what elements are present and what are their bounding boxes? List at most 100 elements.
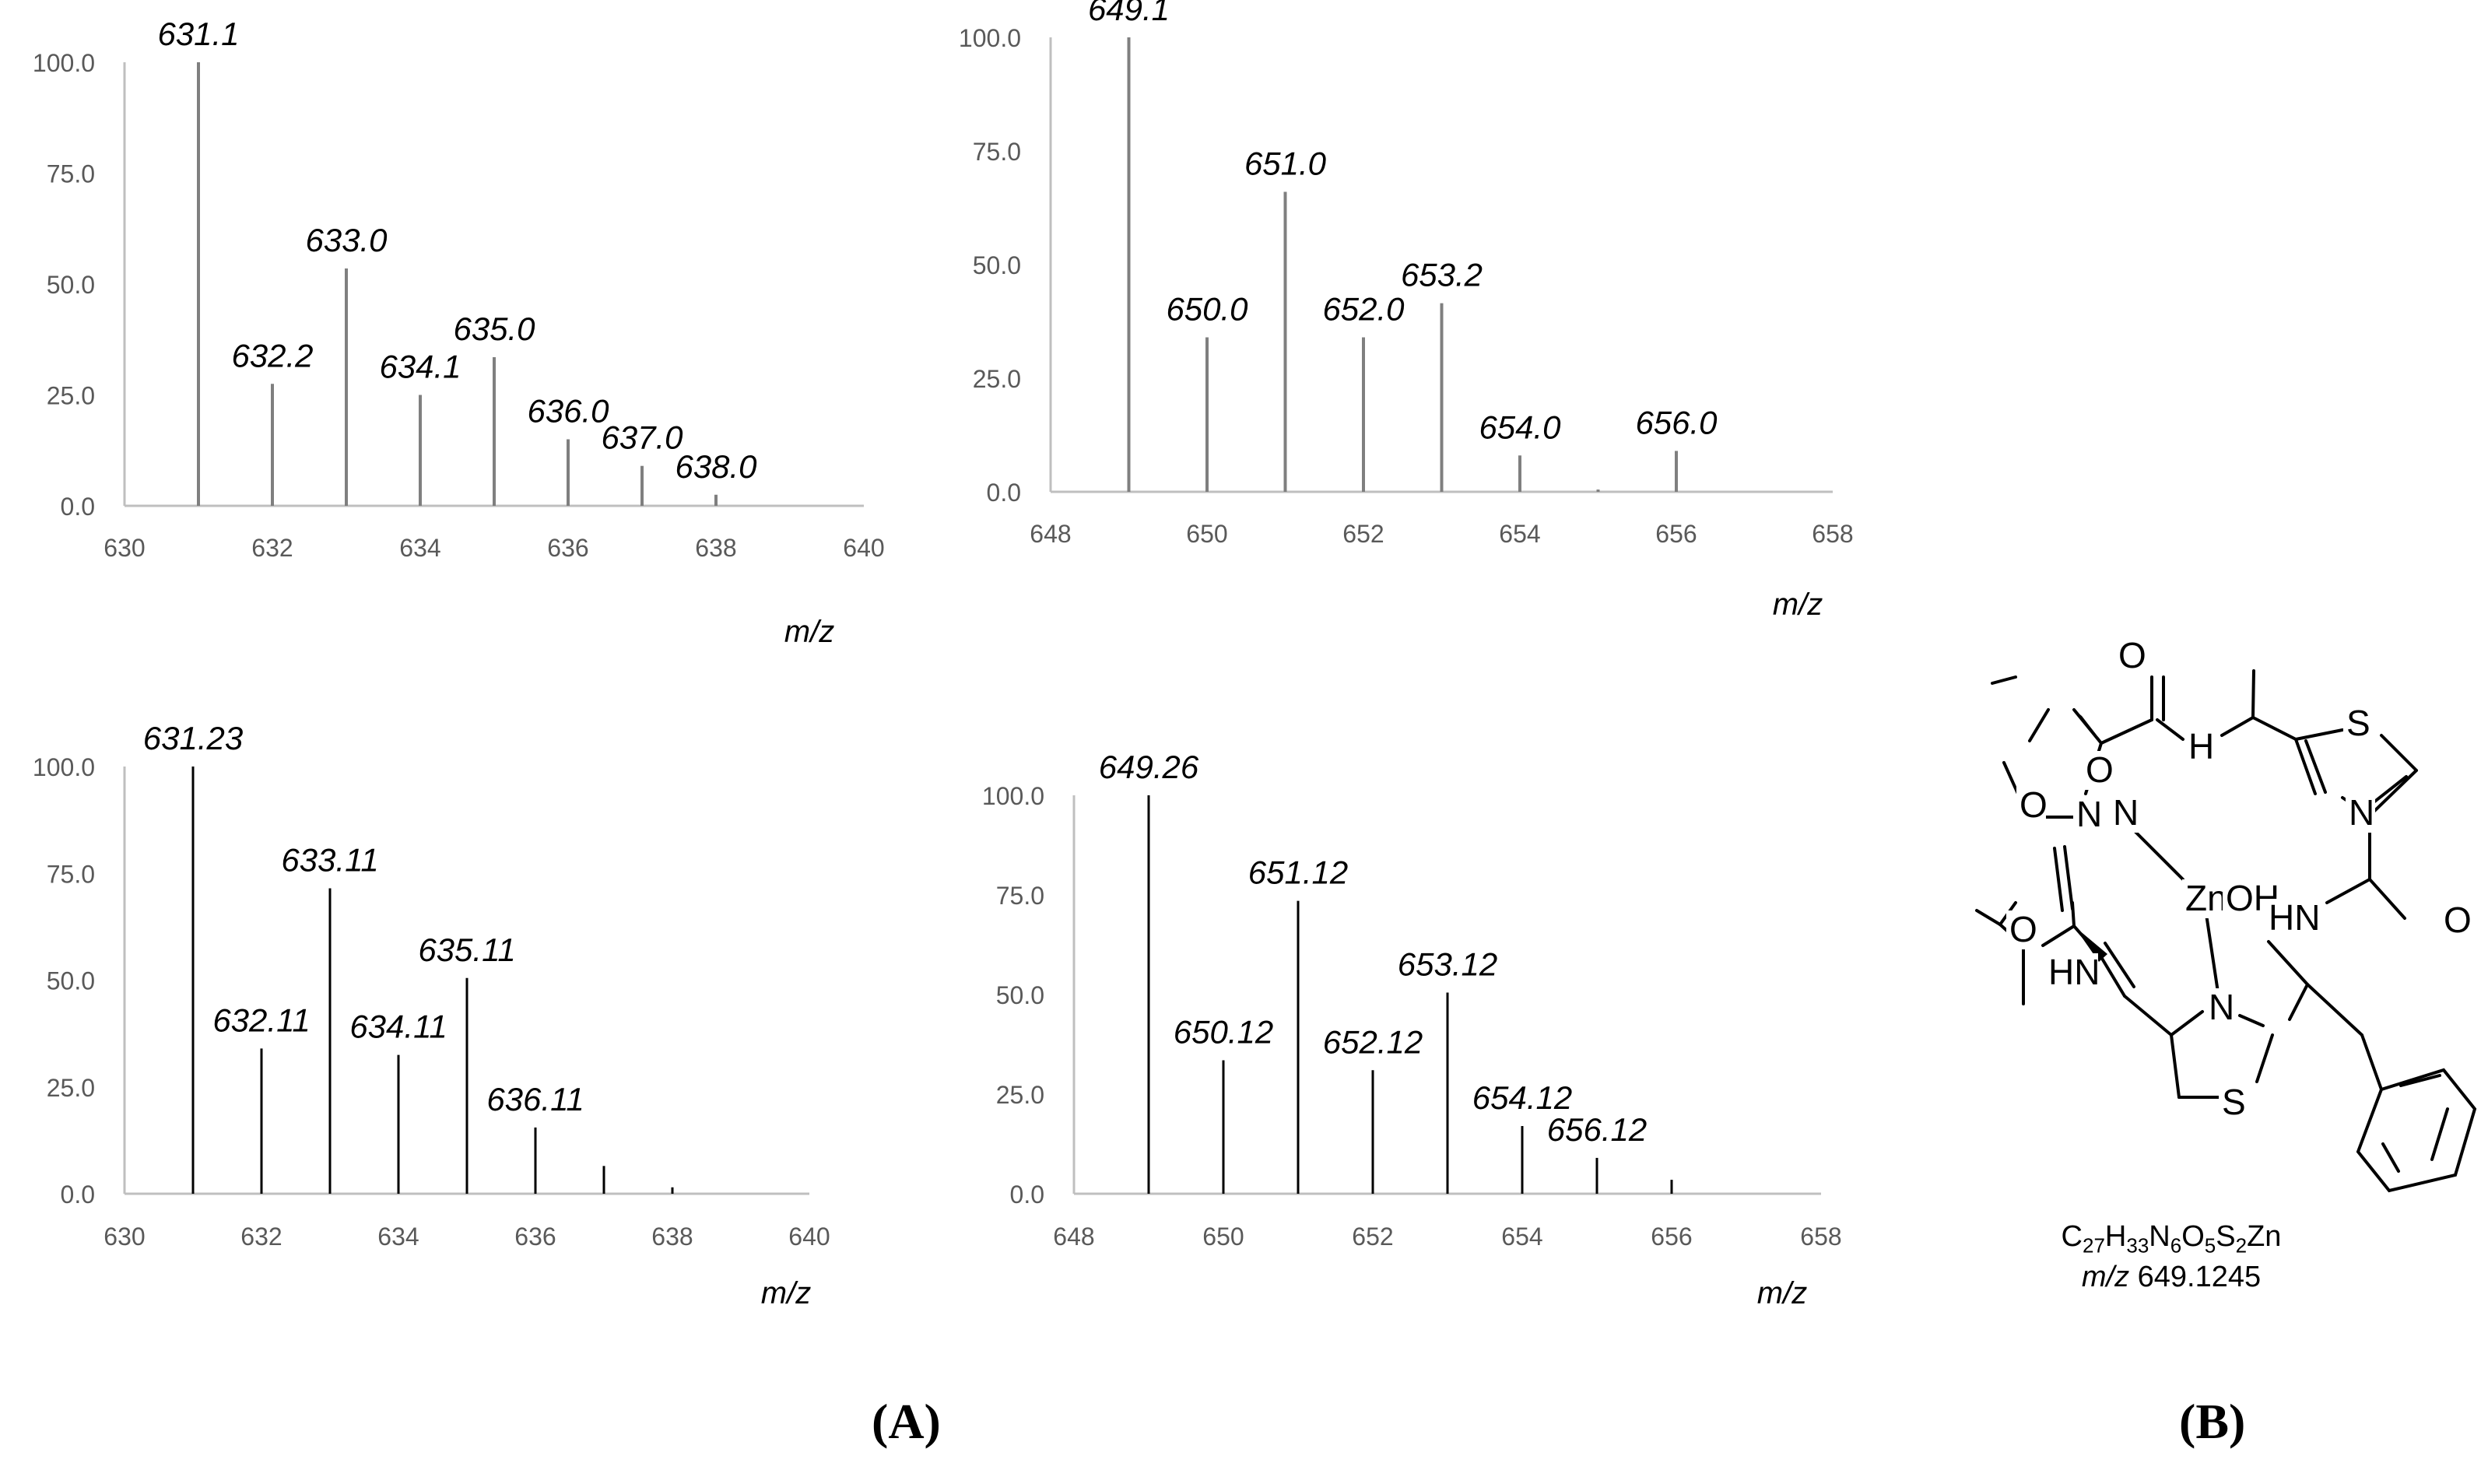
formula-element: S: [2216, 1220, 2236, 1253]
x-tick-label: 634: [377, 1223, 419, 1251]
y-tick-label: 50.0: [973, 251, 1021, 279]
formula-element: N: [2149, 1220, 2170, 1253]
peak-label: 651.0: [1244, 146, 1327, 182]
peak-label: 635.11: [418, 931, 515, 968]
atom-label: S: [2346, 703, 2370, 743]
peak-label: 650.0: [1166, 290, 1248, 327]
y-tick-label: 100.0: [959, 24, 1021, 52]
y-tick-label: 0.0: [1010, 1181, 1044, 1209]
y-tick-label: 75.0: [47, 860, 95, 888]
atom-label-bg: [2206, 988, 2235, 1027]
atom-label-bg: [2346, 794, 2375, 833]
atom-label-bg: [2115, 637, 2145, 675]
x-tick-label: 638: [695, 534, 736, 562]
x-tick-label: 636: [547, 534, 588, 562]
atom-label: H: [2188, 726, 2214, 767]
y-tick-label: 75.0: [47, 160, 95, 188]
formula-element: O: [2181, 1220, 2205, 1253]
peak-label: 631.23: [143, 720, 243, 756]
atom-label-bg: [2265, 899, 2318, 938]
y-tick-label: 25.0: [996, 1081, 1044, 1109]
y-tick-label: 50.0: [47, 271, 95, 299]
peak-label: 631.1: [157, 16, 239, 52]
y-tick-label: 100.0: [982, 782, 1044, 810]
peak-label: 634.11: [349, 1009, 447, 1045]
atom-label: Zn: [2185, 878, 2227, 918]
peak-label: 637.0: [601, 419, 683, 456]
atom-label: O: [2020, 784, 2048, 825]
peak-label: 632.11: [212, 1002, 310, 1038]
atom-label: N: [2076, 794, 2102, 834]
x-tick-label: 632: [251, 534, 293, 562]
x-axis-label: m/z: [1773, 588, 1823, 622]
x-tick-label: 654: [1499, 520, 1540, 548]
x-tick-label: 648: [1053, 1223, 1094, 1251]
atom-label: HN: [2048, 952, 2100, 992]
atom-label: S: [2222, 1082, 2246, 1122]
y-tick-label: 75.0: [973, 138, 1021, 166]
y-tick-label: 75.0: [996, 882, 1044, 910]
formula-element: Zn: [2247, 1220, 2282, 1253]
atom-label-bg: [2343, 704, 2373, 743]
x-tick-label: 658: [1812, 520, 1853, 548]
panel-label-a: (A): [872, 1394, 941, 1449]
atom-label-bg: [2016, 786, 2046, 825]
x-tick-label: 656: [1655, 520, 1697, 548]
atom-label: HN: [2269, 897, 2320, 938]
y-tick-label: 50.0: [996, 981, 1044, 1009]
formula-element: H: [2104, 1220, 2127, 1253]
peak-label: 633.11: [281, 841, 378, 878]
mz-label: m/z: [2081, 1261, 2130, 1293]
x-axis-label: m/z: [1757, 1276, 1807, 1310]
peak-label: 656.0: [1635, 404, 1718, 440]
peak-label: 654.0: [1479, 409, 1561, 445]
x-tick-label: 656: [1651, 1223, 1692, 1251]
x-tick-label: 652: [1342, 520, 1384, 548]
peak-label: 636.11: [486, 1081, 584, 1117]
x-tick-label: 636: [514, 1223, 556, 1251]
x-tick-label: 652: [1352, 1223, 1393, 1251]
atom-label-bg: [2219, 1083, 2248, 1122]
atom-label: N: [2113, 792, 2139, 833]
peak-label: 652.0: [1322, 290, 1405, 327]
molecular-formula: C27H33N6O5S2Zn: [2047, 1220, 2296, 1258]
mz-number: 649.1245: [2137, 1261, 2262, 1293]
peak-label: 636.0: [527, 393, 609, 430]
x-tick-label: 630: [104, 534, 145, 562]
peak-label: 651.12: [1248, 854, 1348, 891]
atom-label: O: [2118, 635, 2146, 675]
y-tick-label: 25.0: [973, 365, 1021, 393]
peak-label: 632.2: [231, 337, 313, 374]
y-tick-label: 25.0: [47, 382, 95, 410]
atom-label: O: [2444, 900, 2472, 940]
peak-label: 653.2: [1401, 257, 1483, 293]
peak-label: 653.12: [1398, 945, 1497, 982]
peak-label: 654.12: [1472, 1079, 1572, 1116]
formula-subscript: 6: [2170, 1233, 2182, 1258]
x-tick-label: 630: [104, 1223, 145, 1251]
atom-label-bg: [2441, 901, 2470, 940]
y-tick-label: 100.0: [33, 753, 95, 781]
atom-label-bg: [2185, 728, 2215, 767]
y-tick-label: 50.0: [47, 967, 95, 995]
x-tick-label: 650: [1202, 1223, 1244, 1251]
peak-label: 650.12: [1174, 1013, 1273, 1050]
x-tick-label: 638: [651, 1223, 693, 1251]
peak-label: 649.26: [1099, 749, 1199, 785]
x-tick-label: 654: [1501, 1223, 1542, 1251]
y-tick-label: 0.0: [61, 1181, 95, 1209]
peak-label: 652.12: [1323, 1023, 1423, 1060]
x-axis-label: m/z: [761, 1276, 811, 1310]
peak-label: 656.12: [1547, 1111, 1647, 1148]
x-tick-label: 650: [1186, 520, 1227, 548]
x-tick-label: 632: [240, 1223, 282, 1251]
x-tick-label: 640: [788, 1223, 830, 1251]
x-axis-label: m/z: [784, 615, 834, 649]
atom-label-bg: [2073, 795, 2103, 834]
formula-subscript: 33: [2126, 1233, 2149, 1258]
atom-label: N: [2349, 792, 2374, 833]
mz-value: m/z 649.1245: [2047, 1261, 2296, 1294]
x-tick-label: 640: [843, 534, 884, 562]
